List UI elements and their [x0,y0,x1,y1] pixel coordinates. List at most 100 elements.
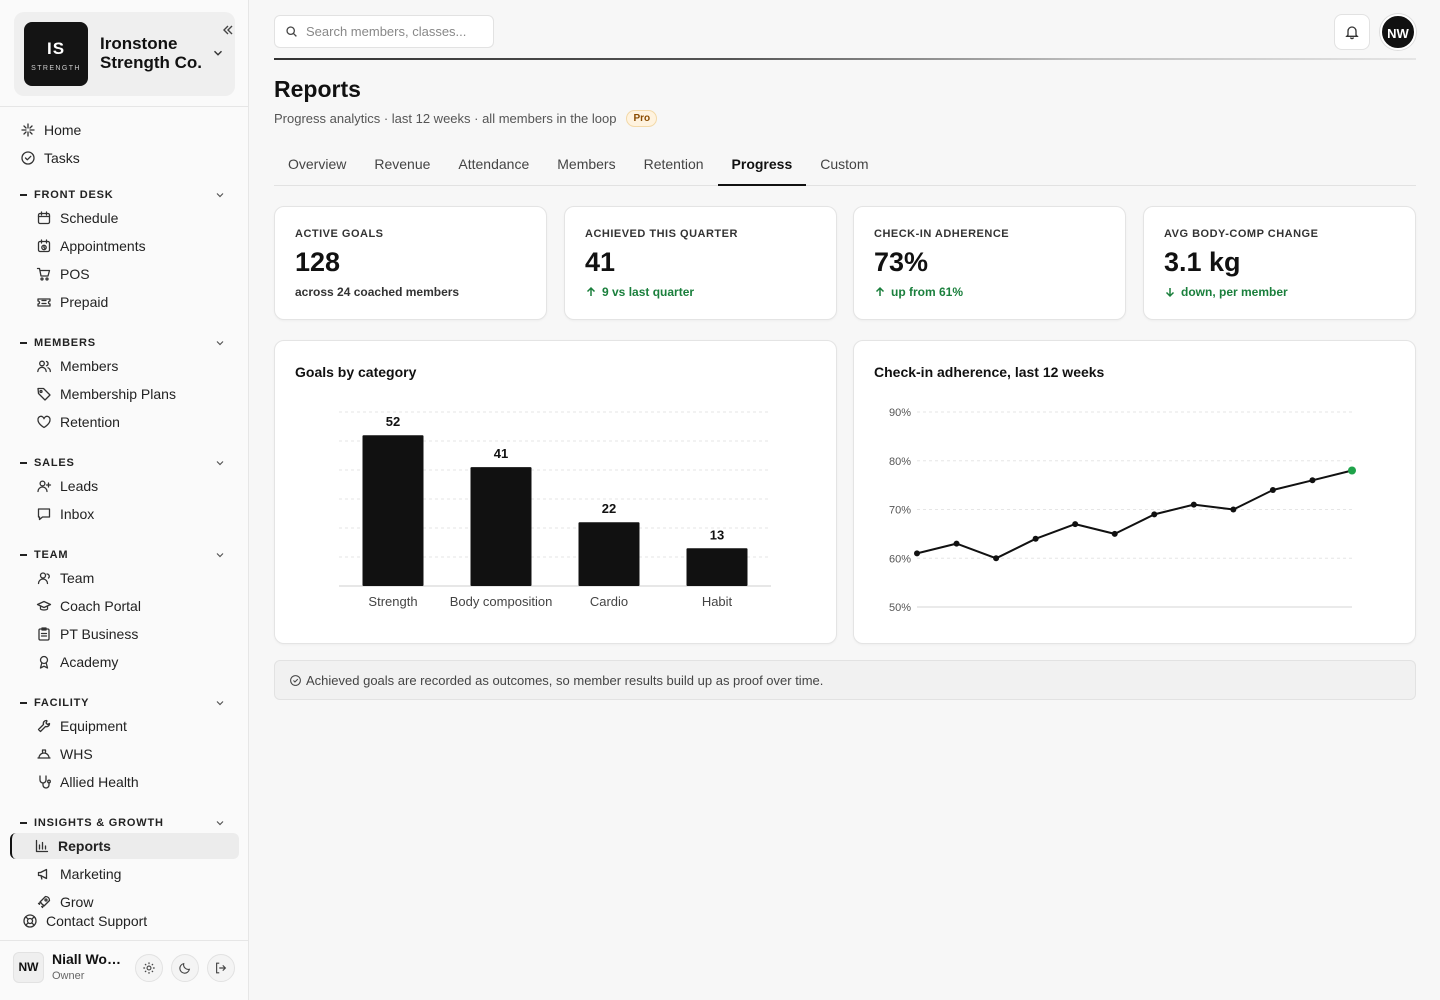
sidebar-item-marketing[interactable]: Marketing [36,861,230,887]
sidebar-item-coach-portal[interactable]: Coach Portal [36,593,230,619]
nav-group-front-desk[interactable]: FRONT DESK [20,187,230,203]
sidebar: IS STRENGTH Ironstone Strength Co. Home T… [0,0,249,1000]
data-point[interactable] [1190,501,1197,508]
sidebar-item-leads[interactable]: Leads [36,473,230,499]
data-point[interactable] [1151,511,1158,518]
y-tick-label: 70% [889,505,911,517]
tab-overview[interactable]: Overview [288,156,347,172]
sidebar-divider [0,940,249,941]
workspace-switcher[interactable]: IS STRENGTH Ironstone Strength Co. [14,12,235,96]
tab-progress[interactable]: Progress [717,148,807,186]
sidebar-divider [0,106,249,107]
bar-strength[interactable] [362,435,424,586]
category-label: Strength [368,594,417,609]
data-point[interactable] [1032,535,1039,542]
sidebar-item-schedule[interactable]: Schedule [36,205,230,231]
sidebar-item-reports[interactable]: Reports [10,833,239,859]
tab-revenue[interactable]: Revenue [374,156,431,172]
tab-custom[interactable]: Custom [820,156,869,172]
graduation-cap-icon [36,598,52,614]
bar-cardio[interactable] [578,522,640,586]
user-role: Owner [52,970,85,982]
chevron-down-icon [214,50,222,56]
bar-chart-icon [34,838,50,854]
brand-logo: IS STRENGTH [24,22,88,86]
sidebar-item-membership-plans[interactable]: Membership Plans [36,381,230,407]
line-chart: 50% 60% 70% 80% 90% [889,407,1356,614]
sidebar-item-label: WHS [60,746,93,762]
data-point[interactable] [1072,521,1079,528]
sidebar-item-tasks[interactable]: Tasks [20,145,230,171]
nav-group-title: MEMBERS [34,337,96,349]
tab-attendance[interactable]: Attendance [458,156,530,172]
sidebar-item-team[interactable]: Team [36,565,230,591]
sidebar-item-pos[interactable]: POS [36,261,230,287]
sidebar-item-grow[interactable]: Grow [36,889,230,915]
sidebar-item-inbox[interactable]: Inbox [36,501,230,527]
stat-card-active-goals: ACTIVE GOALS 128 across 24 coached members [274,206,547,320]
stat-note: down, per member [1164,285,1288,299]
chevron-down-icon [216,461,224,466]
user-avatar[interactable]: NW [13,952,44,983]
sidebar-item-members[interactable]: Members [36,353,230,379]
brand-name: Ironstone Strength Co. [100,34,202,72]
tab-members[interactable]: Members [557,156,616,172]
data-point[interactable] [1269,487,1276,493]
stat-note-text: down, per member [1181,285,1288,299]
nav-group-sales[interactable]: SALES [20,455,230,471]
data-point[interactable] [1111,530,1118,537]
logout-button[interactable] [207,954,235,982]
sidebar-item-label: Marketing [60,866,122,882]
sidebar-item-label: Retention [60,414,120,430]
notifications-button[interactable] [1334,14,1370,50]
calendar-clock-icon [36,238,52,254]
collapse-sidebar-icon[interactable] [220,22,236,38]
bar-value-label: 41 [494,446,508,461]
chart-title: Check-in adherence, last 12 weeks [874,364,1105,380]
bar-habit[interactable] [686,548,748,586]
sidebar-item-appointments[interactable]: Appointments [36,233,230,259]
sidebar-item-pt-business[interactable]: PT Business [36,621,230,647]
chevron-down-icon [216,821,224,826]
arrow-down-icon [1165,288,1175,298]
data-point[interactable] [953,540,960,547]
sidebar-item-equipment[interactable]: Equipment [36,713,230,739]
theme-toggle-button[interactable] [171,954,199,982]
data-point[interactable] [993,555,1000,562]
data-point[interactable] [1309,477,1316,484]
goals-by-category-card: Goals by category 52 Strength 41 Body compo… [274,340,837,644]
search-box[interactable] [274,15,494,48]
bar-body-composition[interactable] [470,467,532,586]
nav-group-team[interactable]: TEAM [20,547,230,563]
data-point[interactable] [914,550,920,557]
nav-group-title: INSIGHTS & GROWTH [34,817,164,829]
account-avatar[interactable]: NW [1380,14,1416,50]
tab-retention[interactable]: Retention [643,156,704,172]
rocket-icon [36,894,52,910]
check-circle-icon [20,150,36,166]
latest-point[interactable] [1348,466,1356,475]
stat-label: CHECK-IN ADHERENCE [874,228,1010,240]
sidebar-item-home[interactable]: Home [20,117,230,143]
category-label: Cardio [590,594,628,609]
sidebar-item-academy[interactable]: Academy [36,649,230,675]
nav-group-members[interactable]: MEMBERS [20,335,230,351]
sidebar-item-prepaid[interactable]: Prepaid [36,289,230,315]
sidebar-item-whs[interactable]: WHS [36,741,230,767]
nav-group-title: TEAM [34,549,69,561]
sidebar-item-contact-support[interactable]: Contact Support [22,908,230,934]
nav-group-insights-and-growth[interactable]: INSIGHTS & GROWTH [20,815,230,831]
settings-button[interactable] [135,954,163,982]
search-input[interactable] [306,24,486,39]
sidebar-item-retention[interactable]: Retention [36,409,230,435]
sidebar-item-allied-health[interactable]: Allied Health [36,769,230,795]
stat-value: 128 [295,247,341,277]
arrow-up-icon [875,286,885,296]
search-icon [286,26,297,37]
nav-group-facility[interactable]: FACILITY [20,695,230,711]
stat-value: 3.1 kg [1164,247,1241,277]
stat-value: 41 [585,247,616,277]
data-point[interactable] [1230,506,1237,513]
sparkle-icon [20,122,36,138]
sidebar-item-label: Appointments [60,238,146,254]
